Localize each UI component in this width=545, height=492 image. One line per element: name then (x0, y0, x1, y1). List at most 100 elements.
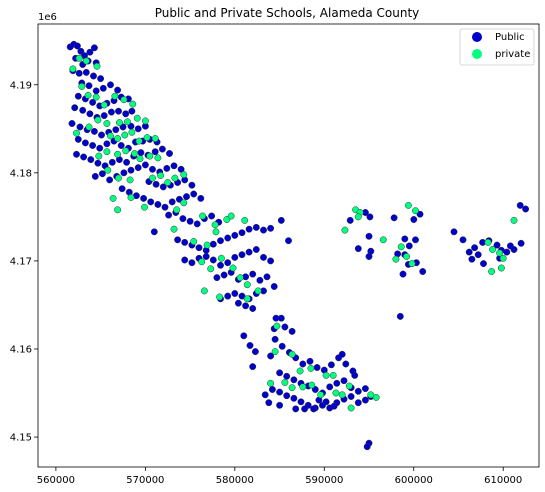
data-point-public (322, 398, 330, 406)
data-point-public (128, 107, 136, 115)
data-point-private (510, 216, 518, 224)
data-point-private (131, 150, 139, 157)
data-point-private (141, 203, 148, 211)
data-point-public (186, 217, 194, 225)
data-point-public (510, 246, 518, 253)
data-point-public (114, 86, 122, 94)
legend-marker-private (472, 49, 482, 59)
data-point-public (401, 235, 409, 243)
data-point-public (267, 257, 275, 265)
data-point-public (224, 234, 232, 242)
data-point-public (112, 126, 120, 134)
data-point-public (270, 283, 278, 290)
data-point-public (354, 399, 362, 407)
data-point-private (207, 265, 215, 273)
data-point-public (106, 176, 114, 184)
data-point-public (267, 352, 275, 360)
data-point-public (342, 360, 350, 368)
data-point-private (128, 128, 136, 136)
data-point-private (308, 381, 316, 389)
data-point-public (134, 164, 142, 172)
data-point-public (75, 69, 83, 77)
data-point-private (93, 62, 101, 70)
data-point-public (179, 215, 187, 223)
data-point-public (399, 270, 407, 278)
data-point-private (135, 137, 143, 145)
data-point-public (73, 150, 80, 158)
data-point-public (265, 399, 273, 407)
data-point-private (114, 206, 122, 214)
data-point-public (276, 369, 284, 377)
data-point-public (310, 405, 318, 413)
data-point-private (149, 174, 156, 182)
data-point-public (134, 125, 142, 133)
data-point-public (92, 87, 100, 95)
data-point-private (190, 238, 198, 245)
data-point-private (379, 236, 387, 244)
data-point-private (75, 54, 83, 62)
data-point-private (180, 171, 188, 179)
data-point-private (103, 148, 111, 156)
data-point-public (245, 225, 253, 233)
data-point-public (277, 314, 285, 322)
data-point-public (459, 236, 467, 244)
data-point-public (99, 84, 107, 92)
data-point-public (306, 357, 314, 365)
data-point-public (288, 327, 296, 335)
data-point-private (94, 116, 102, 124)
data-point-private (180, 199, 188, 207)
data-point-public (326, 383, 334, 391)
data-point-public (419, 268, 427, 275)
data-point-private (281, 379, 289, 386)
data-point-public (168, 198, 176, 206)
chart-title: Public and Private Schools, Alameda Coun… (155, 6, 420, 20)
series-private (69, 54, 518, 412)
data-point-public (276, 401, 284, 409)
data-point-public (74, 135, 82, 143)
data-point-public (522, 205, 530, 213)
data-point-public (86, 48, 94, 56)
x-tick-label: 610000 (484, 475, 522, 486)
y-axis: 4.15 4.16 4.17 4.18 4.19 (10, 80, 38, 444)
data-point-public (98, 131, 105, 139)
data-point-public (117, 142, 125, 149)
data-point-public (516, 201, 524, 209)
data-point-public (405, 242, 413, 250)
data-point-public (86, 110, 94, 118)
data-point-public (416, 210, 424, 218)
data-point-public (224, 292, 232, 300)
data-point-private (114, 150, 122, 158)
data-point-public (278, 342, 286, 350)
data-point-private (372, 393, 380, 401)
data-point-public (174, 236, 182, 244)
data-point-public (151, 148, 159, 156)
data-point-public (333, 379, 341, 387)
data-point-private (345, 382, 353, 390)
data-point-public (127, 166, 135, 174)
data-point-private (307, 364, 315, 372)
data-point-private (267, 379, 275, 387)
data-point-private (288, 384, 296, 392)
data-point-private (69, 65, 77, 73)
data-point-private (100, 101, 108, 109)
series-public (66, 40, 530, 451)
data-point-private (341, 226, 349, 234)
data-point-public (188, 181, 196, 189)
data-point-public (260, 226, 267, 234)
data-point-public (141, 161, 149, 169)
data-point-public (209, 256, 217, 264)
data-point-public (209, 240, 217, 248)
data-point-public (365, 232, 373, 240)
data-point-public (231, 231, 239, 239)
data-point-private (484, 238, 492, 246)
data-point-public (354, 245, 362, 253)
data-point-public (297, 398, 305, 406)
data-point-public (365, 253, 373, 260)
data-point-private (120, 96, 128, 104)
data-point-public (252, 246, 260, 253)
data-point-private (82, 57, 90, 65)
data-point-private (107, 132, 114, 140)
data-point-public (120, 169, 128, 177)
data-point-public (260, 253, 267, 261)
data-point-private (164, 179, 172, 186)
